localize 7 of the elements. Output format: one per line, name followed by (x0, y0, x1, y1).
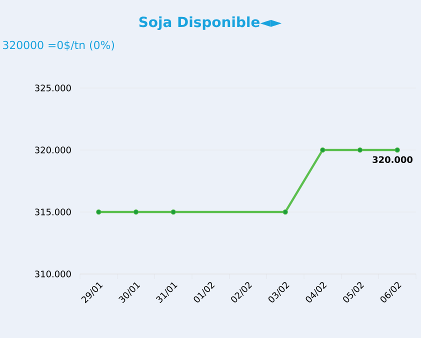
y-tick-label: 320.000 (35, 146, 71, 154)
y-tick-label: 310.000 (35, 270, 71, 278)
chart-subtitle: 320000 =0$/tn (0%) (3, 40, 114, 51)
data-label: 320.000 (372, 156, 413, 163)
y-tick-label: 315.000 (35, 208, 71, 216)
chart-title: Soja Disponible◄► (139, 16, 282, 30)
y-tick-label: 325.000 (35, 84, 71, 92)
